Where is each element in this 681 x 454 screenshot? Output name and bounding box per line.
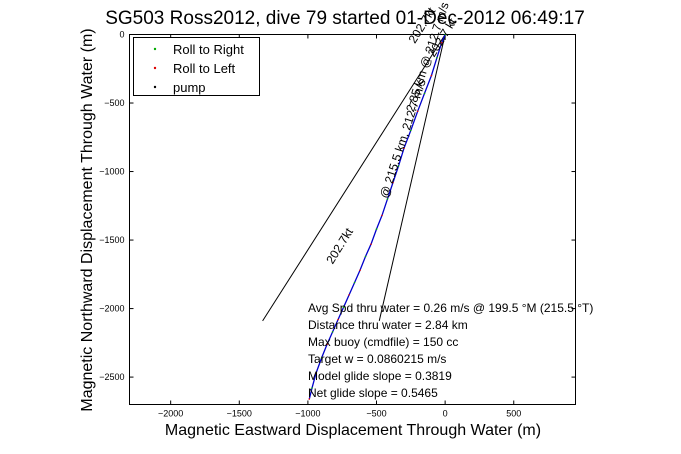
series-point [410,129,412,132]
x-tick-label: −1000 [295,409,320,419]
series-point [386,198,389,200]
x-tick-label: 0 [443,409,448,419]
series-point [436,56,438,59]
series-point [416,110,419,113]
y-tick-label: −500 [104,98,124,108]
legend: Roll to Right Roll to Left pump [133,37,260,96]
series-point [430,74,433,77]
series-point [326,343,328,346]
y-tick-label: −2000 [99,304,124,314]
legend-label: Roll to Right [173,42,244,57]
series-point [308,398,311,400]
series-layer [308,33,446,400]
series-point [381,214,383,217]
x-tick-label: 500 [506,409,521,419]
y-tick-label: 0 [119,30,124,40]
series-point [397,165,400,167]
stats-line: Max buoy (cmdfile) = 150 cc [308,335,458,349]
series-point [337,318,339,321]
plot-area [129,34,576,405]
legend-marker [153,85,157,89]
series-point [342,306,345,309]
legend-box [133,37,260,96]
series-point [370,243,372,245]
series-point [444,33,446,36]
legend-marker [153,47,157,51]
stats-line: Distance thru water = 2.84 km [308,318,468,332]
series-point [315,372,317,374]
x-tick-label: −500 [366,409,386,419]
y-tick-label: −1000 [99,167,124,177]
legend-items: Roll to Right Roll to Left pump [153,42,244,95]
legend-label: Roll to Left [173,61,236,76]
series-point [320,357,323,359]
chart-title: SG503 Ross2012, dive 79 started 01-Dec-2… [105,8,585,29]
reference-line [262,34,446,322]
stats-line: Model glide slope = 0.3819 [308,369,452,383]
x-ticks: −2000 −1500 −1000 −500 0 500 [158,34,521,419]
series-point [353,281,356,284]
series-point [392,181,394,184]
series-point [403,147,405,150]
series-point [348,294,350,296]
reference-line [378,34,446,322]
series-point [375,228,378,230]
legend-label: pump [173,80,206,95]
y-tick-label: −1500 [99,235,124,245]
x-tick-label: −2000 [158,409,183,419]
series-line [308,34,446,400]
series-point [364,255,367,258]
x-tick-label: −1500 [227,409,252,419]
x-axis-label: Magnetic Eastward Displacement Through W… [165,422,541,439]
y-ticks: 0 −500 −1000 −1500 −2000 −2500 [99,30,576,382]
stats-line: Avg Spd thru water = 0.26 m/s @ 199.5 °M… [308,301,593,315]
stats-line: Net glide slope = 0.5465 [308,386,438,400]
stats-line: Target w = 0.0860215 m/s [308,352,446,366]
series-point [423,92,426,95]
series-point [440,41,443,44]
series-point [359,269,361,272]
series-point [311,387,313,389]
y-axis-label: Magnetic Northward Displacement Through … [79,28,96,411]
y-tick-label: −2500 [99,372,124,382]
series-point [331,331,334,333]
reference-lines [262,34,446,322]
legend-marker [153,66,157,70]
stats-text: Avg Spd thru water = 0.26 m/s @ 199.5 °M… [308,301,593,400]
